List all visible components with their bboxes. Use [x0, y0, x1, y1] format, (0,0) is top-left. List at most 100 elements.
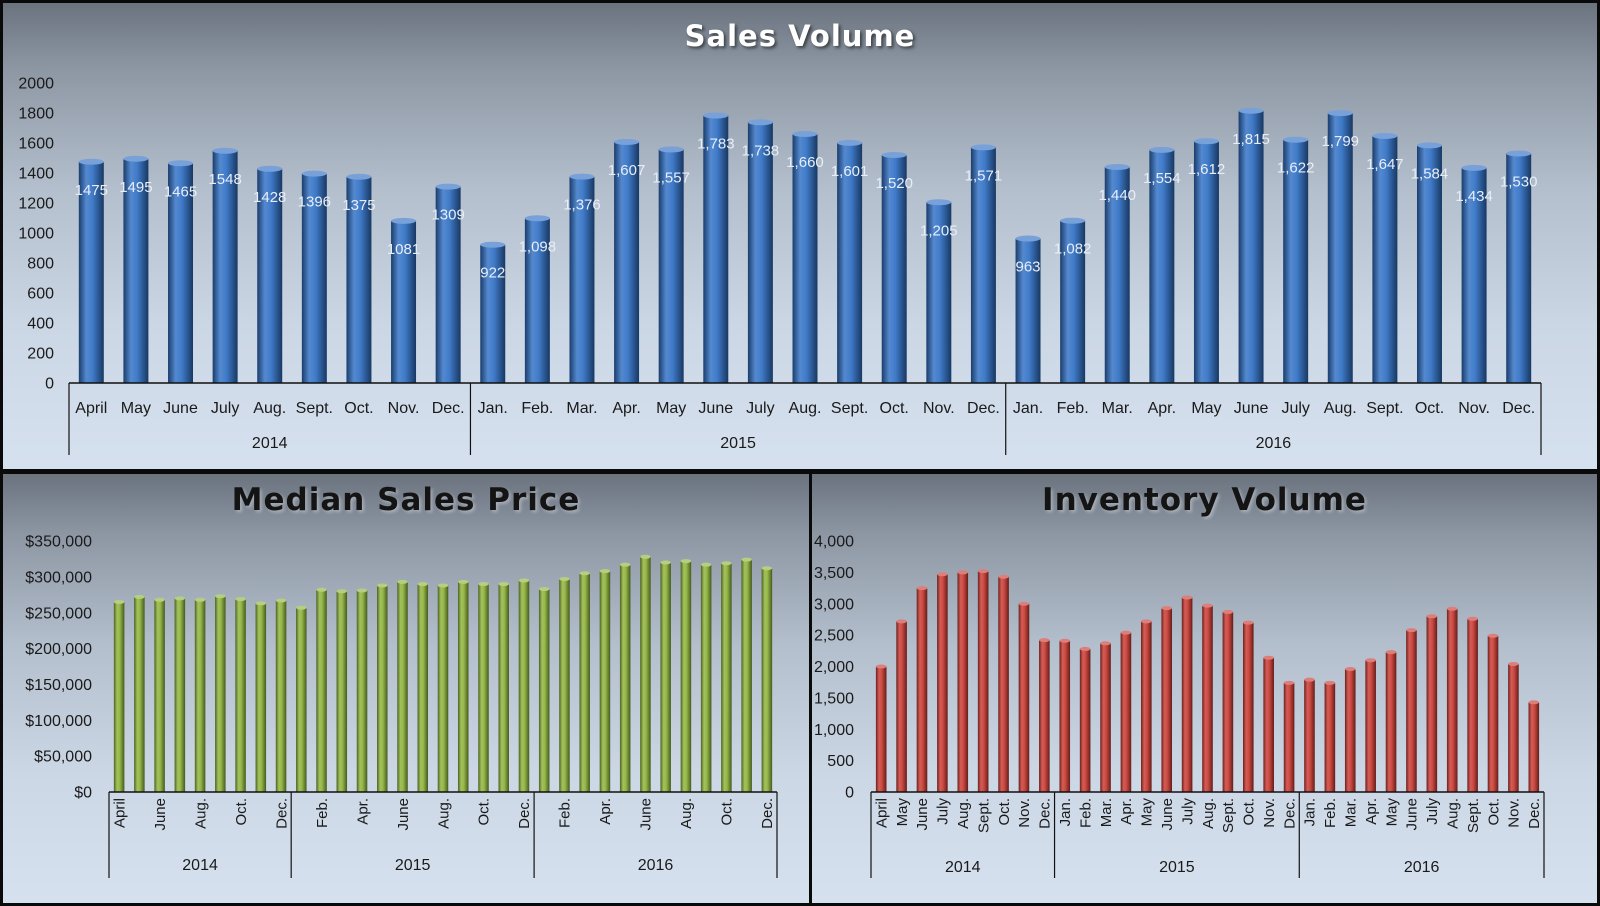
price-x-tick-label: Aug.	[192, 798, 209, 829]
inventory-bar	[896, 621, 907, 792]
price-bar-cap	[498, 582, 509, 587]
sales-y-tick-label: 400	[27, 316, 54, 333]
inventory-bar-cap	[1365, 658, 1376, 663]
sales-data-label: 1,376	[563, 197, 601, 214]
inventory-x-tick-label: Aug.	[1444, 798, 1461, 829]
inventory-bar-cap	[1059, 638, 1071, 643]
inventory-y-tick-label: 4,000	[814, 534, 854, 551]
sales-bar-cap	[970, 144, 996, 151]
price-bar	[599, 571, 611, 792]
sales-bar-cap	[792, 131, 818, 137]
sales-data-label: 1,082	[1054, 241, 1092, 258]
price-bar	[700, 564, 712, 792]
sales-y-tick-label: 0	[45, 376, 54, 393]
sales-data-label: 1081	[387, 241, 420, 258]
sales-x-tick-label: Sept.	[831, 400, 868, 417]
sales-bar-cap	[747, 119, 773, 126]
price-bar-cap	[134, 594, 145, 599]
inventory-bar-cap	[1487, 633, 1499, 638]
sales-bar	[569, 176, 595, 383]
sales-bar	[123, 158, 149, 383]
inventory-y-tick-label: 2,000	[814, 659, 854, 676]
price-x-tick-label: Dec.	[516, 798, 533, 829]
inventory-bar	[1528, 702, 1540, 792]
sales-y-tick-label: 200	[27, 346, 54, 363]
inventory-bar	[1263, 657, 1274, 792]
inventory-bar-cap	[875, 664, 887, 669]
inventory-x-tick-label: Sept.	[1220, 798, 1237, 833]
sales-x-tick-label: Nov.	[923, 400, 955, 417]
inventory-bar-cap	[1508, 661, 1519, 666]
sales-bar	[792, 134, 818, 383]
sales-y-tick-label: 1800	[18, 106, 54, 123]
sales-bar-cap	[881, 152, 907, 158]
price-y-tick-label: $350,000	[25, 534, 92, 551]
sales-bar-cap	[1060, 217, 1086, 224]
inventory-bar-cap	[937, 572, 948, 577]
sales-bar	[212, 150, 238, 383]
inventory-y-tick-label: 3,000	[814, 596, 854, 613]
price-bar	[275, 600, 287, 792]
price-bar-cap	[680, 559, 692, 564]
sales-x-tick-label: Dec.	[967, 400, 1000, 417]
inventory-x-tick-label: May	[1139, 798, 1156, 827]
sales-x-tick-label: Aug.	[1324, 400, 1357, 417]
sales-year-label: 2016	[1256, 435, 1292, 452]
sales-bar-cap	[212, 147, 238, 154]
price-bar-cap	[660, 560, 671, 565]
sales-x-tick-label: Mar.	[1102, 400, 1133, 417]
inventory-bar	[1406, 630, 1417, 792]
sales-bar	[78, 161, 104, 383]
inventory-bar-cap	[1222, 609, 1234, 614]
sales-x-tick-label: Oct.	[344, 400, 373, 417]
inventory-y-tick-label: 1,000	[814, 722, 854, 739]
price-bar	[640, 556, 651, 792]
price-bar-cap	[640, 554, 651, 559]
price-bar	[559, 579, 570, 792]
sales-bar-cap	[658, 146, 684, 153]
inventory-x-tick-label: Apr.	[1363, 798, 1380, 825]
price-bar	[154, 599, 165, 792]
median-sales-price-title: Median Sales Price	[231, 482, 581, 518]
price-bar	[761, 568, 773, 792]
sales-data-label: 1,098	[519, 238, 557, 255]
sales-volume-panel: Sales Volume 0 200 400 600 800 1000 1200 1400 16…	[3, 3, 1597, 469]
price-y-tick-label: $200,000	[25, 641, 92, 658]
sales-bar	[1149, 149, 1175, 383]
sales-bar	[346, 176, 372, 383]
sales-x-tick-label: Oct.	[1415, 400, 1444, 417]
sales-bar-cap	[391, 217, 417, 224]
sales-data-label: 1,520	[875, 175, 913, 192]
inventory-bar	[957, 572, 969, 792]
sales-bar	[837, 142, 863, 383]
price-bar	[457, 581, 469, 792]
price-bar	[619, 564, 631, 792]
price-bar	[336, 591, 348, 792]
price-bar-cap	[194, 597, 206, 602]
price-bar	[721, 563, 732, 792]
price-bar-cap	[154, 597, 165, 602]
inventory-x-tick-label: Feb.	[1077, 798, 1094, 828]
price-bar	[478, 584, 489, 792]
sales-x-tick-label: May	[656, 400, 686, 417]
price-bar-cap	[437, 583, 449, 588]
price-bar	[235, 599, 246, 792]
sales-data-label: 963	[1016, 259, 1041, 276]
inventory-x-tick-label: June	[1404, 798, 1421, 831]
sales-x-tick-label: Apr.	[1148, 400, 1176, 417]
sales-data-label: 1,554	[1143, 170, 1181, 187]
price-bar	[397, 581, 408, 792]
sales-bar	[435, 186, 461, 383]
sales-bar	[1416, 145, 1442, 383]
sales-x-tick-label: Mar.	[566, 400, 597, 417]
inventory-bar	[1365, 660, 1376, 792]
inventory-y-tick-label: 0	[845, 785, 854, 802]
price-bar	[296, 607, 307, 792]
sales-data-label: 1,612	[1188, 161, 1226, 178]
sales-bar	[391, 220, 417, 383]
price-bar	[255, 603, 267, 792]
sales-bar	[524, 218, 550, 383]
price-bar	[377, 585, 388, 792]
price-x-tick-label: Oct.	[476, 798, 493, 826]
sales-x-tick-label: July	[1281, 400, 1309, 417]
